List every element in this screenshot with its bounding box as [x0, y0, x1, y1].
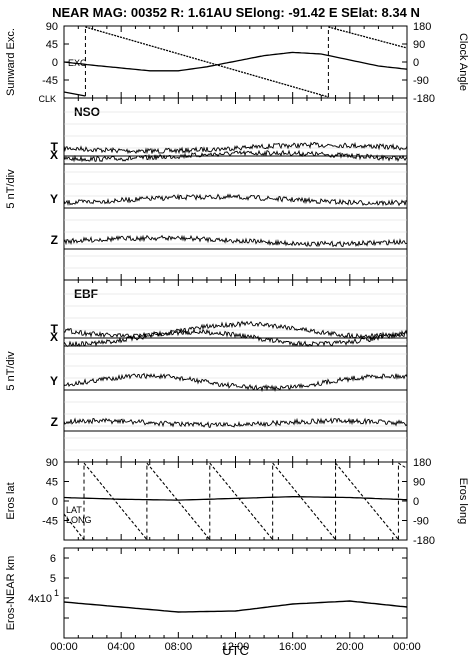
- y-tick-label-left: -45: [42, 75, 58, 87]
- x-tick-label: 16:00: [279, 641, 307, 653]
- distance-ylabel: Eros-NEAR km: [5, 556, 17, 631]
- long-ramp: [272, 462, 336, 540]
- clk-series-label: CLK: [38, 94, 56, 104]
- long-ramp: [335, 462, 399, 540]
- component-label-y: Y: [50, 374, 58, 388]
- y-tick-label-left: -45: [42, 516, 58, 528]
- x-tick-label: 00:00: [50, 641, 78, 653]
- y-tick-label-right: 90: [413, 477, 425, 489]
- trace-z: [63, 417, 408, 429]
- trace-z: [63, 234, 408, 248]
- long-ramp: [146, 462, 211, 540]
- ebf-panel-frame: [63, 279, 408, 463]
- distance-line: [63, 600, 408, 613]
- lat-line: [63, 496, 408, 501]
- y-tick-label-right: 180: [413, 457, 431, 469]
- trace-x: [63, 328, 408, 348]
- y-tick-label-left: 45: [46, 477, 58, 489]
- distance-panel-frame: [63, 547, 408, 639]
- y-tick-label-right: -90: [413, 75, 429, 87]
- component-label-x: X: [50, 148, 58, 162]
- trace-t: [63, 320, 408, 340]
- long-ramp: [63, 513, 85, 540]
- trace-t: [63, 141, 408, 155]
- trace-y: [63, 372, 408, 393]
- sunward-panel: 90 45 0 -45 180 90 0 -90 -180 Sunward Exc. Clock A…: [5, 21, 469, 105]
- component-label-z: Z: [51, 415, 58, 429]
- y-tick-label-left: 0: [52, 496, 58, 508]
- trace-y: [63, 193, 408, 207]
- y-tick-label-right: 0: [413, 496, 419, 508]
- y-tick-label-right: 90: [413, 39, 425, 51]
- component-label-t: T: [51, 322, 59, 336]
- long-ramp: [83, 462, 148, 540]
- y-tick-label-left: 90: [46, 457, 58, 469]
- y-tick-label-left: 90: [46, 21, 58, 33]
- long-ramp: [209, 462, 274, 540]
- eros-ylabel-right: Eros long: [457, 478, 469, 524]
- clock-line-b: [85, 26, 329, 98]
- y-tick-label-right: -180: [413, 93, 435, 105]
- exc-line: [63, 51, 408, 72]
- long-series-label: LONG: [66, 515, 92, 525]
- component-label-y: Y: [50, 192, 58, 206]
- nso-panel-ylabel: 5 nT/div: [5, 169, 17, 209]
- y-axis-label-left: Sunward Exc.: [5, 28, 17, 96]
- x-tick-label: 00:00: [393, 641, 421, 653]
- y-tick-label-right: -90: [413, 516, 429, 528]
- sunward-panel-frame: [63, 25, 408, 99]
- component-label-z: Z: [51, 233, 58, 247]
- y-tick-exponent: 1: [54, 588, 59, 598]
- distance-panel: Eros-NEAR km 6 5 4x10 1: [5, 547, 408, 639]
- ebf-panel-ylabel: 5 nT/div: [5, 351, 17, 391]
- lat-series-label: LAT: [66, 505, 82, 515]
- y-tick-label-right: 0: [413, 57, 419, 69]
- x-axis-label: UTC: [222, 643, 249, 656]
- exc-series-label: EXC: [68, 58, 87, 68]
- y-tick-label: 4x10: [28, 593, 52, 605]
- clock-line-c: [328, 26, 408, 49]
- panels: 90 45 0 -45 180 90 0 -90 -180 Sunward Exc. Clock A…: [5, 21, 469, 639]
- x-tick-label: 08:00: [165, 641, 193, 653]
- trace-x: [63, 149, 408, 163]
- component-label-t: T: [51, 140, 59, 154]
- component-label-x: X: [50, 330, 58, 344]
- y-tick-label: 5: [50, 573, 56, 585]
- x-axis: 00:00 04:00 08:00 12:00 16:00 20:00 00:00 UTC: [50, 641, 421, 656]
- y-tick-label-left: 45: [46, 39, 58, 51]
- y-axis-label-right: Clock Angle: [457, 33, 469, 91]
- x-tick-label: 04:00: [107, 641, 135, 653]
- figure-title: NEAR MAG: 00352 R: 1.61AU SElong: -91.42…: [52, 5, 420, 20]
- y-tick-label-right: 180: [413, 21, 431, 33]
- nso-panel-frame: [63, 97, 408, 281]
- long-ramp: [398, 462, 408, 469]
- y-tick-label-left: 0: [52, 57, 58, 69]
- y-tick-label: 6: [50, 553, 56, 565]
- x-tick-label: 12:00: [222, 641, 250, 653]
- eros-panel: 90 45 0 -45 180 90 0 -90 -180 Eros lat Eros long LA…: [5, 457, 469, 547]
- x-tick-label: 20:00: [336, 641, 364, 653]
- y-tick-label-right: -180: [413, 535, 435, 547]
- eros-ylabel-left: Eros lat: [5, 482, 17, 519]
- clock-line-a: [63, 91, 86, 97]
- eros-panel-frame: [63, 461, 408, 541]
